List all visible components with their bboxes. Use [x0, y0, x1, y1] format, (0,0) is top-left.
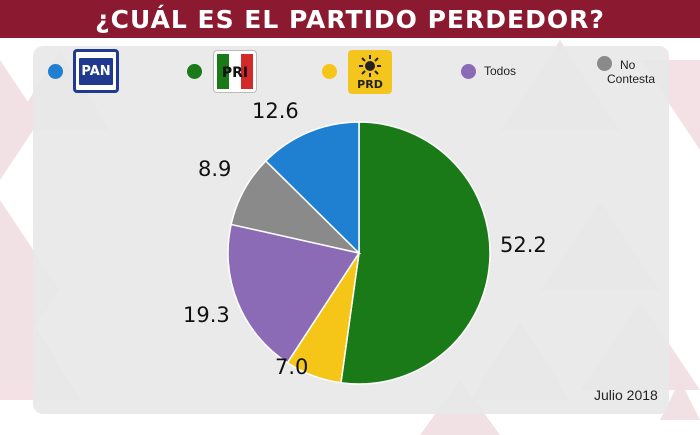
prd-logo-text: PRD: [357, 78, 383, 91]
date-note: Julio 2018: [594, 387, 658, 403]
data-label-prd: 7.0: [275, 355, 308, 379]
chart-title: ¿Cuál es el partido perdedor?: [95, 4, 605, 34]
prd-logo-icon: PRD: [348, 50, 392, 94]
no-contesta-legend-label-line2: Contesta: [607, 72, 656, 86]
todos-legend-dot: [461, 64, 476, 79]
prd-sun-graphic: [359, 55, 381, 77]
pri-logo-text: PRI: [222, 65, 248, 81]
pri-logo-graphic: PRI: [217, 54, 253, 89]
prd-legend-dot: [322, 64, 337, 79]
pie-slice-pan: [264, 121, 360, 255]
data-label-no-contesta: 8.9: [198, 157, 231, 181]
no-contesta-legend-label-line1: No: [620, 58, 636, 72]
data-label-pan: 12.6: [252, 99, 299, 123]
title-bar: ¿Cuál es el partido perdedor?: [0, 0, 700, 38]
pan-logo-text: PAN: [77, 55, 115, 87]
pan-logo-icon: PAN: [73, 49, 119, 93]
pie-slice-pri: [340, 121, 491, 385]
todos-legend-label: Todos: [484, 64, 517, 78]
no-contesta-legend-dot: [597, 56, 612, 71]
pie-slice-todos: [227, 223, 361, 364]
pri-logo-icon: PRI: [213, 50, 257, 93]
pan-legend-dot: [48, 64, 63, 79]
pri-legend-dot: [187, 64, 202, 79]
data-label-pri: 52.2: [500, 233, 547, 257]
data-label-todos: 19.3: [183, 303, 230, 327]
